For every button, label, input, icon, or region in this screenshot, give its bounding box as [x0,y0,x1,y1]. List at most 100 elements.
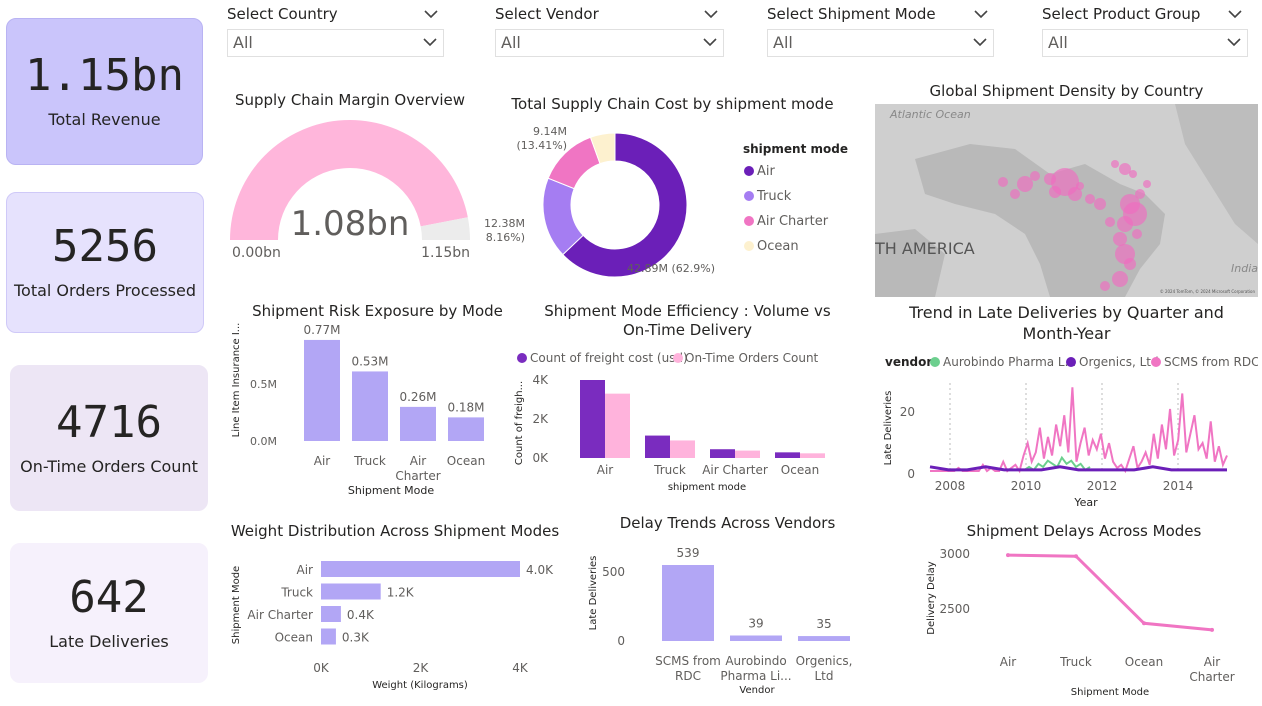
weight-bar-chart[interactable]: Shipment Mode Air 4.0K Truck 1.2K Air Charter… [225,545,565,695]
map-bubble[interactable] [1135,189,1145,199]
risk-bar[interactable] [400,406,436,441]
slicer-header[interactable]: Select Country [227,3,444,25]
efficiency-bar[interactable] [605,393,630,458]
map-bubble[interactable] [1094,198,1106,210]
slicer-header[interactable]: Select Vendor [495,3,724,25]
risk-x-axis-label: Shipment Mode [348,484,434,497]
map-bubble[interactable] [1068,187,1082,201]
kpi-label: On-Time Orders Count [20,456,198,476]
shipment-density-map[interactable]: Atlantic Ocean TH AMERICA India © 2024 TomT… [875,104,1258,297]
chevron-down-icon[interactable] [972,5,990,23]
margin-gauge[interactable]: 1.08bn 0.00bn 1.15bn [220,110,480,270]
map-bubble[interactable] [1124,258,1136,270]
map-bubble[interactable] [1017,176,1033,192]
weight-bar[interactable] [321,628,336,645]
vendor-bar[interactable] [798,636,850,641]
map-bubble[interactable] [1129,170,1137,178]
vendor-bar[interactable] [662,565,714,641]
efficiency-column-chart[interactable]: Count of freight cost (usd)On-Time Order… [510,345,865,495]
map-bubble[interactable] [1076,182,1084,190]
vendor-bar[interactable] [730,635,782,641]
trend-line-orgenics[interactable] [929,465,1227,472]
weight-bar[interactable] [321,606,341,622]
donut-data-label: (18.16%) [485,231,525,244]
slicer-value: All [773,33,793,52]
weight-y-tick: Truck [280,586,313,600]
trend-line-aurobindo[interactable] [1015,455,1091,472]
delays-point[interactable] [1142,621,1146,626]
weight-data-label: 4.0K [526,563,554,577]
chevron-down-icon[interactable] [1226,5,1244,23]
delays-x-tick: Truck [1059,655,1092,669]
map-bubble[interactable] [1111,160,1119,168]
efficiency-bar[interactable] [645,435,670,458]
slicer-value: All [501,33,521,52]
efficiency-title-line1: Shipment Mode Efficiency : Volume vs [544,302,831,320]
map-bubble[interactable] [1132,229,1142,239]
gauge-remaining-arc[interactable] [420,217,470,240]
cost-donut-chart[interactable]: 42.89M (62.9%) 12.38M(18.16%) 9.14M(13.41%… [485,115,865,290]
slicer-header[interactable]: Select Product Group [1042,3,1248,25]
map-bubble[interactable] [1113,232,1127,246]
late-deliveries-trend-chart[interactable]: vendor Aurobindo Pharma L... Orgenics, Ltd… [875,348,1258,513]
efficiency-bar[interactable] [710,449,735,458]
risk-x-tick: Air [314,454,331,468]
slicer-dropdown[interactable]: All [227,29,444,57]
map-bubble[interactable] [1117,216,1133,232]
efficiency-bar[interactable] [580,380,605,458]
donut-slice-ocean[interactable] [589,132,616,165]
efficiency-bar[interactable] [735,450,760,458]
risk-bar[interactable] [304,339,340,441]
map-bubble[interactable] [1143,180,1151,188]
delays-line[interactable] [1007,553,1213,632]
map-bubble[interactable] [1049,186,1061,198]
vendor-data-label: 35 [816,617,831,631]
chevron-down-icon[interactable] [971,33,989,51]
chevron-down-icon[interactable] [702,5,720,23]
weight-data-label: 0.4K [347,608,375,622]
kpi-label: Total Revenue [48,110,161,129]
efficiency-bar[interactable] [775,452,800,458]
risk-bar-chart[interactable]: Line Item Insurance I... 0.5M 0.0M 0.77M Air… [225,322,495,502]
chevron-down-icon[interactable] [422,5,440,23]
donut-slice-air[interactable] [562,132,688,278]
legend-marker [1151,357,1161,367]
vendor-y-axis-label: Late Deliveries [588,556,599,631]
map-bubble[interactable] [1105,217,1115,227]
donut-data-label: (13.41%) [516,139,567,152]
delays-point[interactable] [1074,554,1078,559]
map-bubble[interactable] [1085,194,1095,204]
chevron-down-icon[interactable] [701,33,719,51]
donut-data-label: 12.38M [485,217,525,230]
donut-legend-item: Ocean [757,239,799,254]
map-bubble[interactable] [1010,189,1020,199]
map-bubble[interactable] [998,177,1008,187]
chevron-down-icon[interactable] [1225,33,1243,51]
slicer-dropdown[interactable]: All [767,29,994,57]
map-label-india: India [1231,262,1258,275]
gauge-value-arc[interactable] [230,119,468,240]
map-bubble[interactable] [1112,271,1128,287]
trend-y-tick: 0 [907,467,915,481]
kpi-card: 5256 Total Orders Processed [6,192,204,333]
slicer-dropdown[interactable]: All [1042,29,1248,57]
delays-point[interactable] [1210,627,1214,632]
map-bubble[interactable] [1030,171,1040,181]
gauge-title: Supply Chain Margin Overview [234,91,466,109]
risk-bar[interactable] [448,417,484,441]
weight-bar[interactable] [321,561,520,577]
chevron-down-icon[interactable] [421,33,439,51]
delays-point[interactable] [1006,553,1010,558]
slicer-dropdown[interactable]: All [495,29,724,57]
weight-bar[interactable] [321,583,381,600]
slicer-header[interactable]: Select Shipment Mode [767,3,994,25]
trend-y-axis-label: Late Deliveries [883,391,894,466]
map-bubble[interactable] [1119,163,1131,175]
efficiency-bar[interactable] [800,453,825,458]
risk-bar[interactable] [352,371,388,441]
map-bubble[interactable] [1100,281,1110,291]
efficiency-bar[interactable] [670,440,695,458]
trend-line-scms[interactable] [930,387,1228,474]
